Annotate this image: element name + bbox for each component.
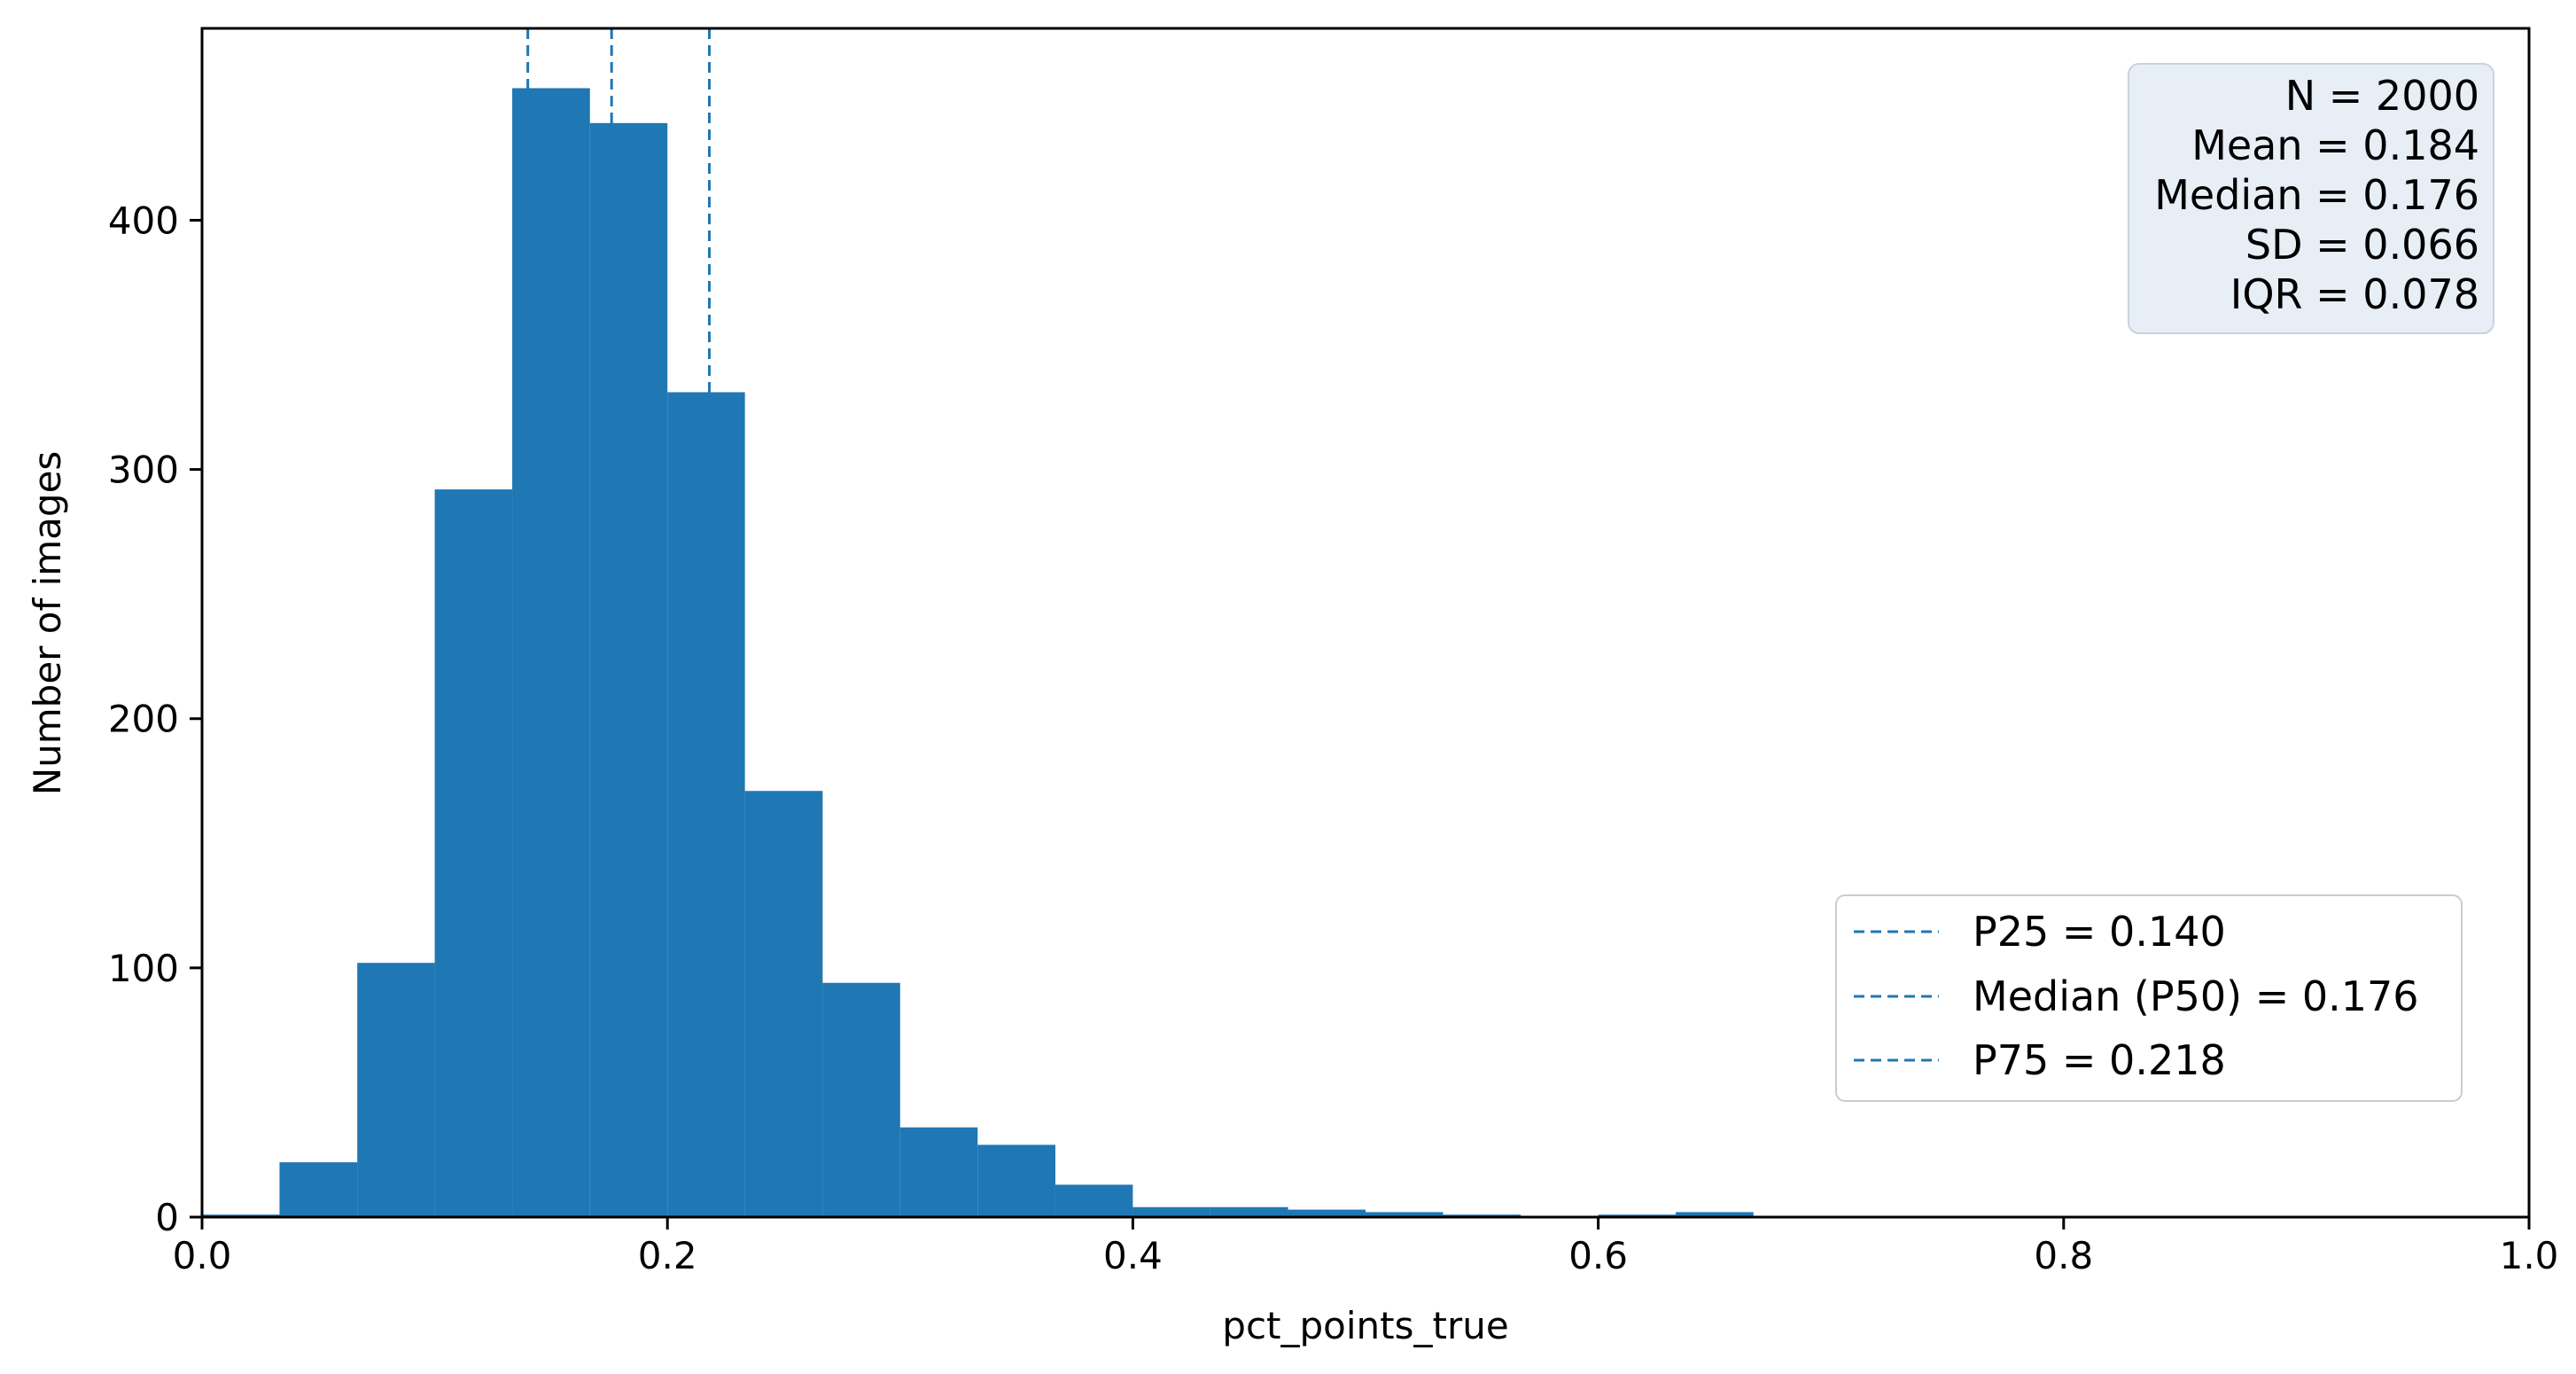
- y-tick-label: 0: [155, 1196, 179, 1239]
- y-tick-label: 200: [108, 698, 179, 741]
- histogram-bar: [667, 392, 745, 1217]
- histogram-bar: [279, 1162, 358, 1217]
- x-tick-label: 0.4: [1103, 1234, 1163, 1277]
- stat-sd: SD = 0.066: [2245, 221, 2479, 269]
- y-axis-ticks: 0 100 200 300 400: [108, 199, 202, 1239]
- histogram-bar: [1288, 1209, 1366, 1217]
- y-tick-label: 300: [108, 449, 179, 492]
- x-tick-label: 0.2: [638, 1234, 697, 1277]
- stats-box-background: [2128, 63, 2494, 334]
- stat-mean: Mean = 0.184: [2191, 121, 2479, 169]
- stat-iqr: IQR = 0.078: [2230, 270, 2479, 318]
- histogram-bar: [1132, 1206, 1210, 1217]
- x-tick-label: 0.6: [1568, 1234, 1628, 1277]
- histogram-bar: [822, 982, 900, 1217]
- legend-label-p50: Median (P50) = 0.176: [1973, 972, 2419, 1020]
- y-axis-label: Number of images: [26, 451, 69, 796]
- histogram-bar: [589, 122, 668, 1217]
- histogram-bar: [357, 963, 435, 1217]
- histogram-bar: [1366, 1212, 1444, 1217]
- legend: P25 = 0.140 Median (P50) = 0.176 P75 = 0…: [1835, 894, 2463, 1102]
- stat-n: N = 2000: [2285, 72, 2479, 120]
- histogram-bar: [1055, 1184, 1133, 1217]
- histogram-bar: [434, 489, 513, 1217]
- histogram-bar: [899, 1127, 978, 1217]
- x-tick-label: 0.8: [2034, 1234, 2093, 1277]
- x-axis-label: pct_points_true: [1222, 1304, 1508, 1347]
- x-tick-label: 0.0: [173, 1234, 232, 1277]
- legend-frame: [1835, 894, 2463, 1102]
- histogram-bar: [744, 791, 823, 1217]
- histogram-bar: [977, 1144, 1055, 1217]
- stat-median: Median = 0.176: [2154, 171, 2479, 219]
- y-tick-label: 100: [108, 947, 179, 990]
- percentile-lines: [526, 28, 711, 1217]
- x-tick-label: 1.0: [2500, 1234, 2559, 1277]
- x-axis-ticks: 0.0 0.2 0.4 0.6 0.8 1.0: [173, 1217, 2559, 1277]
- y-tick-label: 400: [108, 199, 179, 242]
- summary-stats-box: N = 2000 Mean = 0.184 Median = 0.176 SD …: [2128, 63, 2494, 334]
- histogram-bars: [202, 88, 1754, 1218]
- legend-label-p75: P75 = 0.218: [1973, 1036, 2226, 1084]
- histogram-bar: [1210, 1206, 1288, 1217]
- histogram-bar: [1676, 1212, 1754, 1217]
- legend-label-p25: P25 = 0.140: [1973, 908, 2226, 956]
- plot-frame: [200, 27, 2531, 1219]
- histogram-bar: [512, 88, 590, 1218]
